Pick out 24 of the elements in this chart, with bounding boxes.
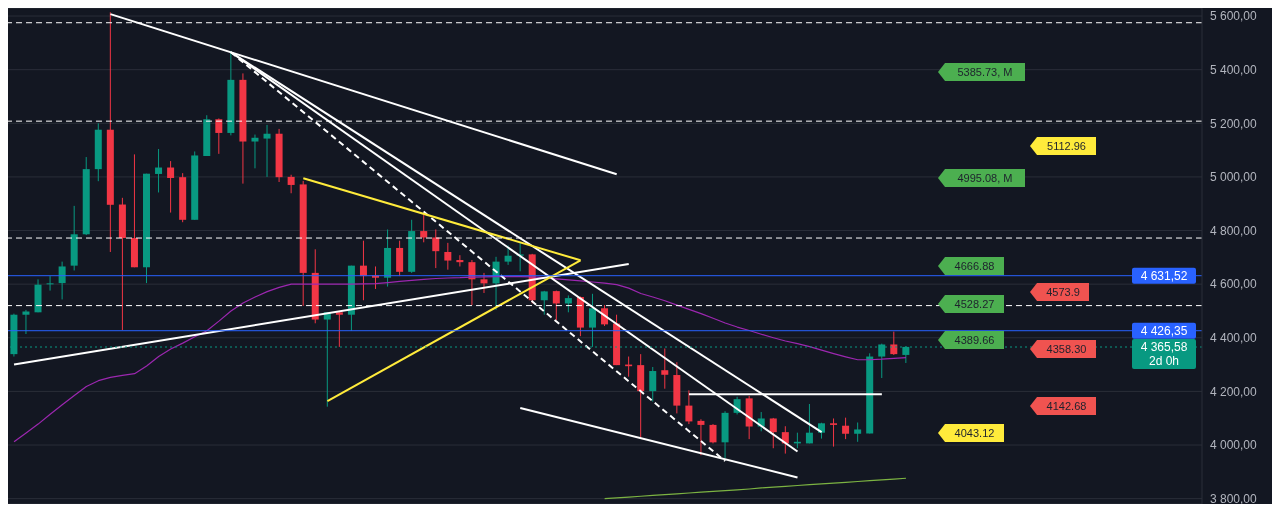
y-tick-label: 4 600,00 bbox=[1210, 277, 1258, 292]
y-tick-label: 5 400,00 bbox=[1210, 62, 1258, 77]
y-tick-label: 4 000,00 bbox=[1210, 438, 1258, 453]
text: 4389.66 bbox=[954, 334, 995, 346]
text: 4528.27 bbox=[954, 298, 995, 310]
ref-line-label: 4 365,58 bbox=[1140, 340, 1188, 354]
text: 2d 0h bbox=[1148, 354, 1180, 368]
text: 5385.73, M bbox=[957, 66, 1013, 78]
y-tick-label: 5 000,00 bbox=[1210, 170, 1258, 185]
y-tick-label: 5 600,00 bbox=[1210, 9, 1258, 24]
ref-line-label: 4 631,52 bbox=[1140, 268, 1188, 283]
text: 4666.88 bbox=[954, 260, 995, 272]
y-tick-label: 5 200,00 bbox=[1210, 116, 1258, 131]
text: 5112.96 bbox=[1047, 140, 1086, 152]
text: 4142.68 bbox=[1046, 400, 1087, 412]
y-tick-label: 4 400,00 bbox=[1210, 331, 1258, 346]
y-tick-label: 4 800,00 bbox=[1210, 223, 1258, 238]
text: 4573.9 bbox=[1046, 286, 1080, 298]
y-tick-label: 4 200,00 bbox=[1210, 384, 1258, 399]
text: 4358.30 bbox=[1046, 343, 1087, 355]
text: 4043.12 bbox=[954, 427, 995, 439]
y-tick-label: 3 800,00 bbox=[1210, 491, 1258, 506]
text: 4995.08, M bbox=[957, 172, 1013, 184]
ref-line-label: 4 426,35 bbox=[1140, 323, 1188, 338]
